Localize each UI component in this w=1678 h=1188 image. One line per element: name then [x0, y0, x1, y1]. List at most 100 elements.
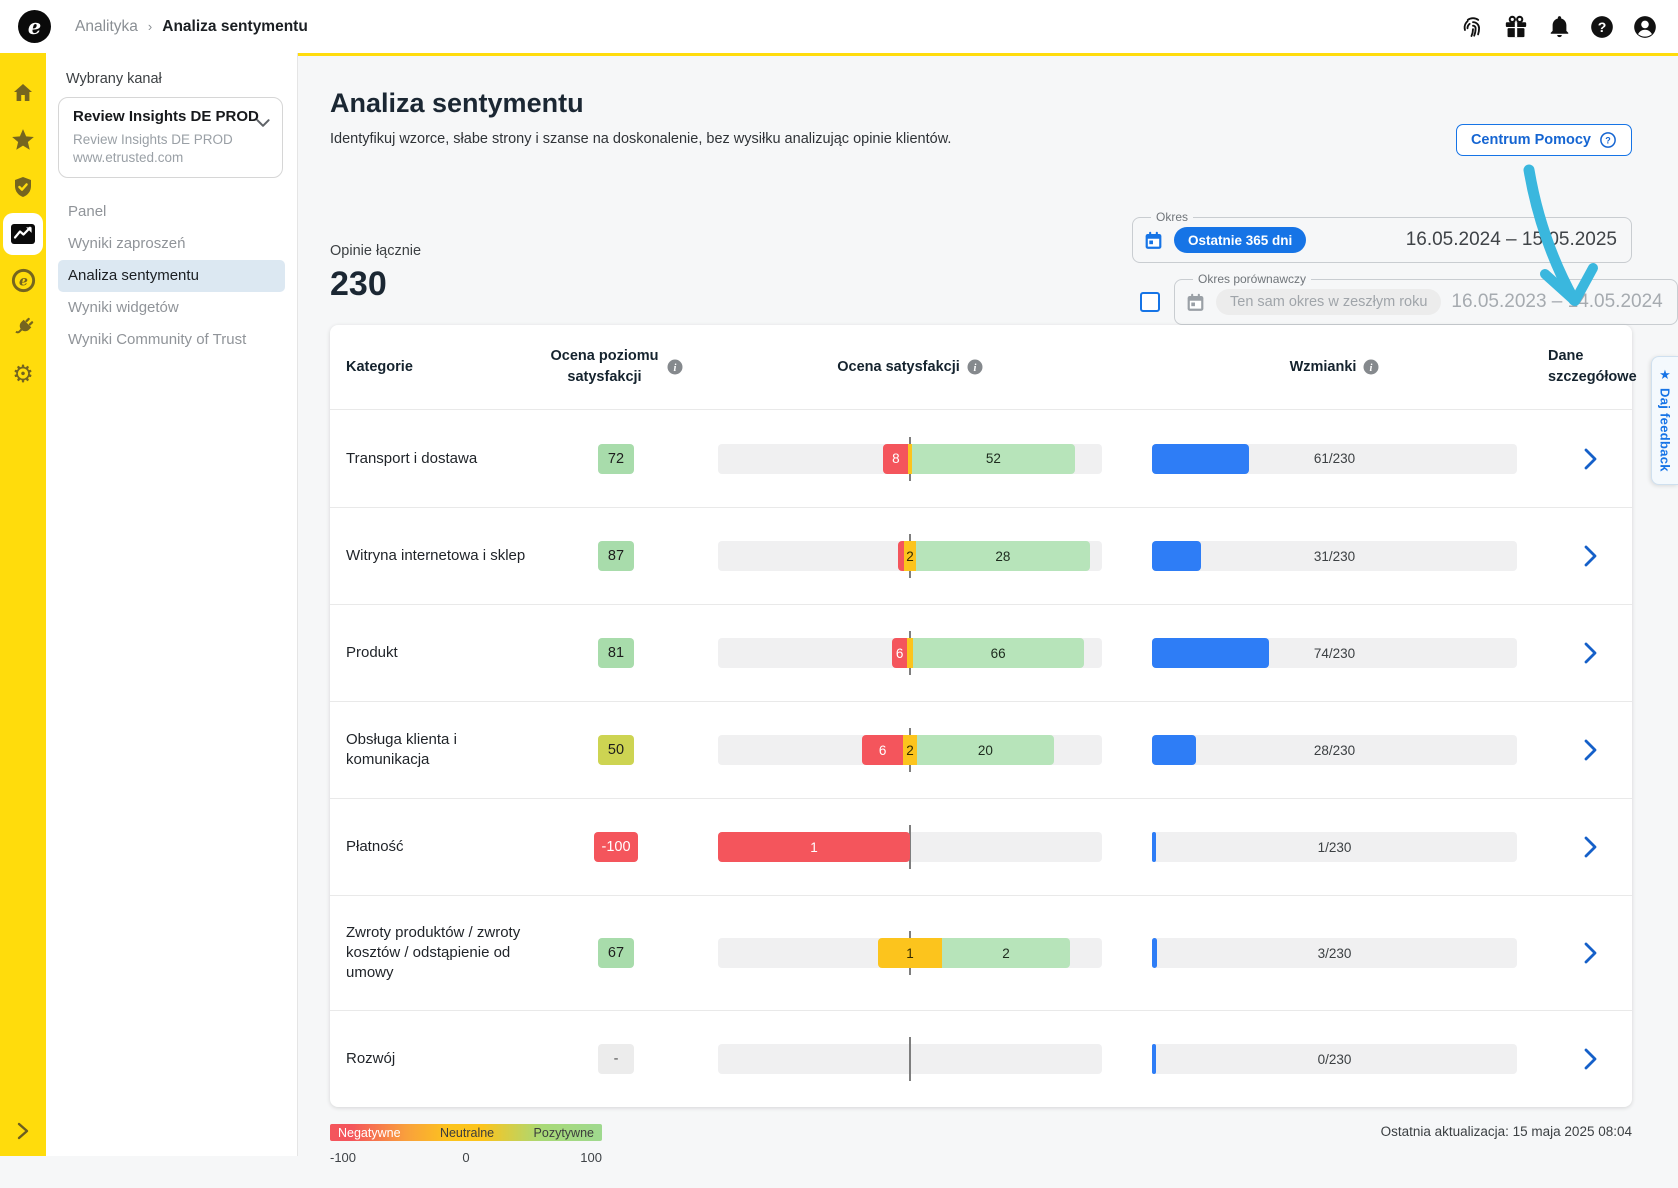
mentions-count-label: 3/230 — [1152, 938, 1517, 968]
sidebar-item-analytics-active[interactable] — [0, 210, 46, 257]
topbar: e Analityka › Analiza sentymentu — [0, 0, 1678, 53]
sidebar-item-etrusted[interactable]: e — [0, 257, 46, 304]
main-content: Analiza sentymentu Identyfikuj wzorce, s… — [298, 56, 1678, 1156]
category-label: Obsługa klienta i komunikacja — [346, 730, 546, 770]
period-preset-pill[interactable]: Ostatnie 365 dni — [1174, 227, 1306, 253]
compare-preset-pill[interactable]: Ten sam okres w zeszłym roku — [1216, 289, 1441, 315]
info-icon[interactable]: i — [667, 359, 683, 375]
sentiment-pos-segment: 66 — [913, 638, 1084, 668]
sentiment-neg-segment: 1 — [718, 832, 910, 862]
satisfaction-score-badge: 50 — [598, 735, 634, 765]
sentiment-neg-segment: 8 — [883, 444, 908, 474]
calendar-gray-icon — [1185, 292, 1206, 313]
sidebar-item-panel[interactable]: Panel — [58, 196, 285, 228]
feedback-tab-label: Daj feedback — [1658, 388, 1673, 472]
satisfaction-score-badge: - — [598, 1044, 634, 1074]
fingerprint-icon[interactable] — [1458, 12, 1488, 42]
sidebar-item-widget-results[interactable]: Wyniki widgetów — [58, 292, 285, 324]
sidebar-item-sentiment-analysis[interactable]: Analiza sentymentu — [58, 260, 285, 292]
col-header-score-label: Ocena poziomu satysfakcji — [550, 346, 660, 388]
period-controls: Okres Ostatnie 365 dni 16.05.2024 – 15.0… — [1132, 210, 1632, 325]
sentiment-pos-segment: 20 — [917, 735, 1054, 765]
svg-text:?: ? — [1605, 135, 1611, 145]
info-icon[interactable]: i — [967, 359, 983, 375]
sentiment-table-card: Kategorie Ocena poziomu satysfakcji i Oc… — [330, 325, 1632, 1107]
period-legend: Okres — [1151, 210, 1193, 224]
sidebar-item-reviews[interactable] — [0, 116, 46, 163]
sidebar-item-trustbadge[interactable] — [0, 163, 46, 210]
table-row: Płatność -100 1 1/230 — [330, 798, 1632, 895]
reviews-total-label: Opinie łącznie — [330, 243, 421, 259]
sentiment-neu-segment: 2 — [903, 735, 917, 765]
etrusted-logo[interactable]: e — [18, 10, 51, 43]
star-icon: ★ — [1659, 367, 1671, 383]
col-header-sentiment: Ocena satysfakcji i — [718, 357, 1102, 378]
sidebar-item-settings[interactable]: ⚙ — [0, 351, 46, 398]
info-icon[interactable]: i — [1363, 359, 1379, 375]
category-label: Witryna internetowa i sklep — [346, 546, 546, 566]
help-icon[interactable]: ? — [1587, 12, 1617, 42]
sidebar-item-home[interactable] — [0, 69, 46, 116]
mentions-bar: 31/230 — [1152, 541, 1517, 571]
sentiment-neg-segment: 6 — [892, 638, 908, 668]
channel-label: Wybrany kanał — [46, 71, 297, 87]
sentiment-center-tick — [909, 1037, 911, 1081]
svg-text:i: i — [673, 363, 676, 374]
row-details-button[interactable] — [1580, 640, 1602, 666]
channel-subtitle: Review Insights DE PROD www.etrusted.com — [73, 131, 252, 167]
breadcrumb-section[interactable]: Analityka — [75, 18, 138, 36]
row-details-button[interactable] — [1580, 737, 1602, 763]
mentions-bar: 1/230 — [1152, 832, 1517, 862]
satisfaction-score-badge: 67 — [598, 938, 634, 968]
gear-icon: ⚙ — [12, 363, 34, 387]
sidebar-item-community-of-trust[interactable]: Wyniki Community of Trust — [58, 324, 285, 356]
period-field[interactable]: Okres Ostatnie 365 dni 16.05.2024 – 15.0… — [1132, 210, 1632, 263]
bell-icon[interactable] — [1544, 12, 1574, 42]
sentiment-legend: Negatywne Neutralne Pozytywne -100 0 100 — [330, 1124, 602, 1165]
compare-range[interactable]: 16.05.2023 – 14.05.2024 — [1451, 291, 1662, 313]
channel-sub-line2: www.etrusted.com — [73, 150, 183, 165]
mentions-bar: 3/230 — [1152, 938, 1517, 968]
compare-period-checkbox[interactable] — [1140, 292, 1160, 312]
sidebar-item-integrations[interactable] — [0, 304, 46, 351]
help-center-label: Centrum Pomocy — [1471, 132, 1591, 148]
row-details-button[interactable] — [1580, 834, 1602, 860]
channel-sub-line1: Review Insights DE PROD — [73, 132, 233, 147]
sentiment-pos-segment: 52 — [912, 444, 1076, 474]
feedback-tab[interactable]: ★ Daj feedback — [1651, 356, 1678, 485]
compare-period-field[interactable]: Okres porównawczy Ten sam okres w zeszły… — [1174, 272, 1678, 325]
sentiment-pos-segment: 28 — [916, 541, 1089, 571]
help-circle-icon: ? — [1599, 131, 1617, 149]
mentions-count-label: 0/230 — [1152, 1044, 1517, 1074]
row-details-button[interactable] — [1580, 940, 1602, 966]
mentions-count-label: 1/230 — [1152, 832, 1517, 862]
col-header-sentiment-label: Ocena satysfakcji — [837, 357, 960, 378]
category-label: Produkt — [346, 643, 546, 663]
channel-selector[interactable]: Review Insights DE PROD Review Insights … — [58, 97, 283, 178]
account-icon[interactable] — [1630, 12, 1660, 42]
row-details-button[interactable] — [1580, 543, 1602, 569]
legend-scale: -100 0 100 — [330, 1150, 602, 1165]
channel-nav: Panel Wyniki zaproszeń Analiza sentyment… — [46, 196, 297, 356]
period-range[interactable]: 16.05.2024 – 15.05.2025 — [1406, 229, 1617, 251]
help-center-button[interactable]: Centrum Pomocy ? — [1456, 124, 1632, 156]
sidebar-item-invitation-results[interactable]: Wyniki zaproszeń — [58, 228, 285, 260]
sidebar-expand-button[interactable] — [0, 1120, 46, 1142]
row-details-button[interactable] — [1580, 1046, 1602, 1072]
row-details-button[interactable] — [1580, 446, 1602, 472]
svg-text:e: e — [19, 273, 28, 289]
gift-icon[interactable] — [1501, 12, 1531, 42]
legend-gradient: Negatywne Neutralne Pozytywne — [330, 1124, 602, 1141]
reviews-summary: Opinie łącznie 230 — [330, 243, 421, 304]
mentions-count-label: 74/230 — [1152, 638, 1517, 668]
category-label: Rozwój — [346, 1049, 546, 1069]
